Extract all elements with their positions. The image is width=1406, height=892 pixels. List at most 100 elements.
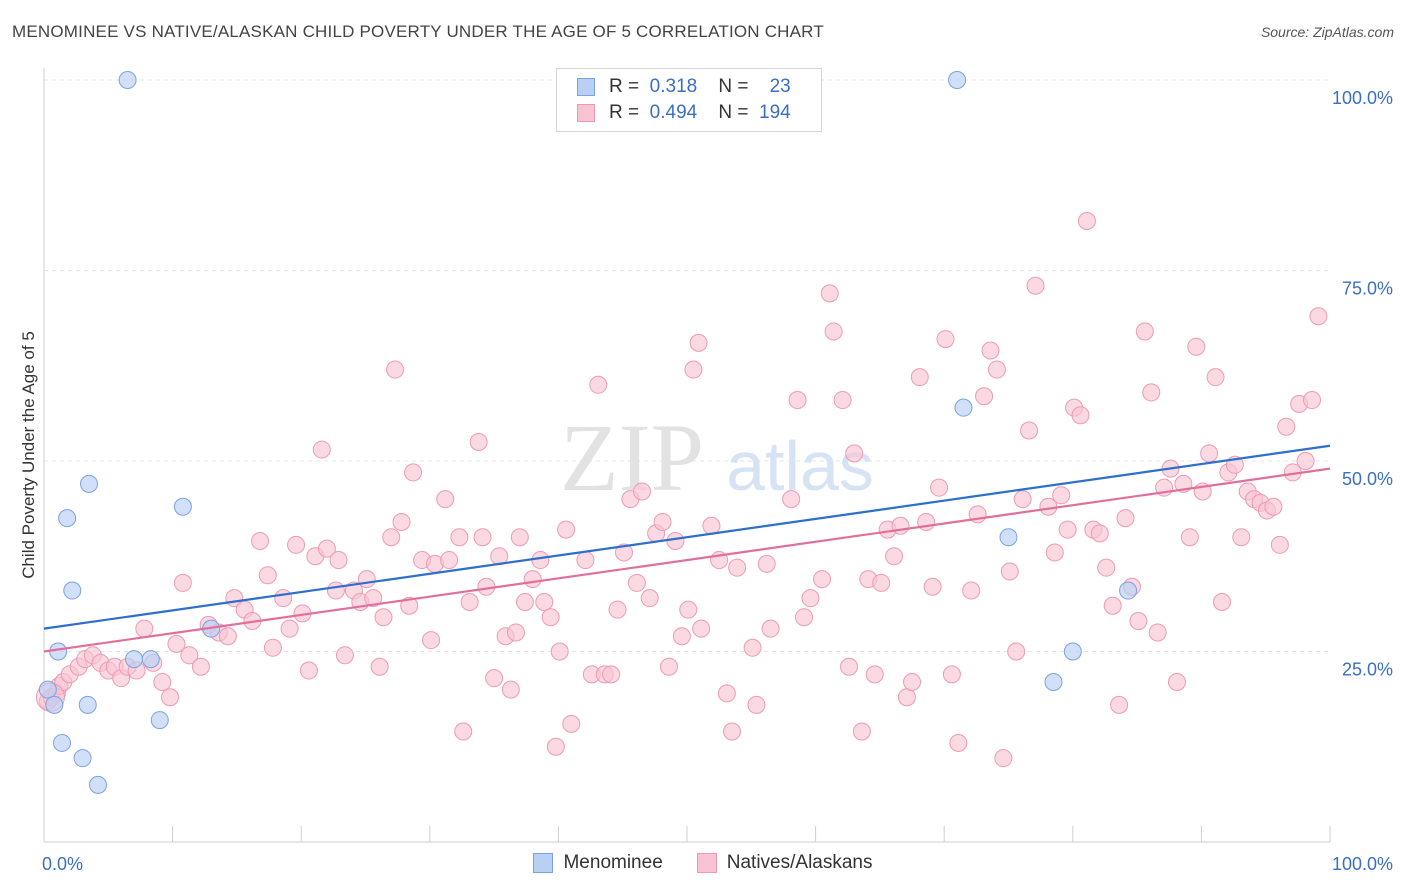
natives-point (515, 592, 534, 611)
natives-point (450, 528, 469, 547)
natives-point (382, 528, 401, 547)
natives-point (576, 551, 595, 570)
natives-point (936, 330, 955, 349)
tick-labels: 25.0% 50.0% 75.0% 100.0% 0.0% 100.0% (42, 88, 1393, 874)
natives-point (263, 638, 282, 657)
natives-point (550, 642, 569, 661)
natives-point (501, 680, 520, 699)
legend-row-menominee: R = 0.318 N = 23 (577, 74, 791, 100)
legend-swatch-natives (696, 853, 717, 873)
natives-point (689, 333, 708, 352)
natives-point (903, 672, 922, 691)
legend-n-value: 194 (759, 102, 791, 123)
natives-point (510, 528, 529, 547)
natives-point (1071, 406, 1090, 425)
natives-point (1296, 452, 1315, 470)
natives-point (981, 341, 1000, 360)
menominee-point (38, 680, 57, 699)
natives-point (400, 596, 419, 615)
natives-point (1270, 535, 1289, 554)
natives-point (287, 535, 306, 554)
natives-point (1232, 528, 1251, 547)
natives-point (436, 490, 455, 509)
natives-point (672, 627, 691, 646)
y-tick-label: 25.0% (1342, 660, 1393, 680)
menominee-point (73, 749, 92, 768)
natives-point (335, 646, 354, 665)
natives-point (717, 684, 736, 703)
natives-point (608, 600, 627, 619)
menominee-point (89, 775, 108, 794)
natives-point (329, 551, 348, 570)
natives-point (1309, 307, 1328, 326)
menominee-point (150, 711, 169, 730)
watermark-atlas: atlas (726, 427, 874, 505)
natives-point (684, 360, 703, 379)
natives-point (632, 482, 651, 501)
natives-point (949, 733, 968, 752)
natives-point (541, 608, 560, 627)
natives-point (640, 589, 659, 608)
menominee-point (49, 642, 68, 661)
menominee-point (948, 71, 967, 89)
natives-point (523, 570, 542, 589)
source-label: Source: ZipAtlas.com (1260, 24, 1394, 40)
x-tick-label: 100.0% (1332, 854, 1393, 874)
natives-point (1013, 490, 1032, 509)
natives-point (392, 512, 411, 531)
legend-item-menominee: Menominee (533, 852, 663, 874)
menominee-point (53, 733, 72, 752)
menominee-point (125, 650, 144, 669)
watermark: ZIP atlas (560, 404, 874, 511)
natives-point (546, 737, 565, 756)
natives-point (679, 600, 698, 619)
natives-point (833, 391, 852, 410)
natives-point (460, 592, 479, 611)
natives-point (485, 669, 504, 688)
natives-point (218, 627, 237, 646)
natives-point (1020, 421, 1039, 440)
natives-point (1187, 337, 1206, 356)
legend-row-natives: R = 0.494 N = 194 (577, 100, 791, 126)
natives-point (723, 722, 742, 741)
natives-point (1058, 520, 1077, 539)
natives-point (364, 589, 383, 608)
natives-point (782, 490, 801, 509)
natives-point (728, 558, 747, 577)
natives-point (1206, 368, 1225, 387)
natives-point (173, 573, 192, 592)
natives-point (1110, 695, 1129, 714)
natives-trend-line (43, 467, 1331, 653)
natives-point (473, 528, 492, 547)
menominee-point (80, 474, 99, 493)
menominee-points (38, 71, 1138, 794)
natives-point (506, 623, 525, 642)
natives-point (761, 619, 780, 638)
legend-label-menominee: Menominee (563, 852, 663, 873)
menominee-point (141, 650, 160, 669)
natives-point (930, 478, 949, 497)
natives-point (602, 665, 621, 684)
natives-point (743, 638, 762, 657)
natives-point (891, 516, 910, 535)
menominee-point (78, 695, 97, 714)
natives-point (1097, 558, 1116, 577)
natives-point (666, 532, 685, 551)
natives-point (1103, 596, 1122, 615)
natives-point (1026, 276, 1045, 295)
natives-point (659, 657, 678, 676)
natives-point (1264, 497, 1283, 516)
y-tick-label: 50.0% (1342, 469, 1393, 489)
legend-swatch-menominee (533, 853, 554, 873)
legend-r-value: 0.494 (649, 102, 698, 123)
natives-point (422, 631, 441, 650)
natives-point (885, 547, 904, 566)
legend-r-label: R = (609, 102, 640, 123)
legend-r-label: R = (609, 76, 640, 97)
natives-point (1148, 623, 1167, 642)
natives-point (975, 387, 994, 406)
natives-point (795, 608, 814, 627)
y-tick-label: 100.0% (1332, 88, 1393, 108)
natives-point (1142, 383, 1161, 402)
